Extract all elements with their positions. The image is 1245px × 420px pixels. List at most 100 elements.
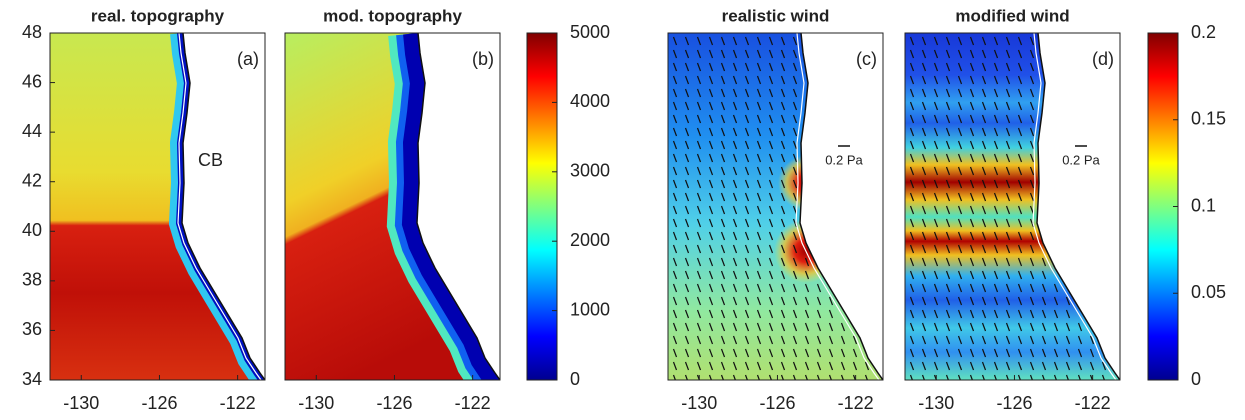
- wind-arrow: [828, 348, 834, 358]
- wind-arrow: [720, 36, 726, 46]
- wind-arrow: [993, 205, 999, 215]
- wind-arrow: [696, 179, 702, 189]
- wind-arrow: [969, 374, 974, 380]
- wind-arrow: [933, 62, 939, 72]
- wind-arrow: [744, 179, 750, 189]
- wind-arrow: [921, 231, 927, 241]
- wind-arrow: [804, 270, 810, 280]
- wind-arrow: [993, 296, 999, 306]
- wind-arrow: [780, 205, 786, 215]
- wind-arrow: [945, 361, 951, 371]
- wind-arrow: [684, 153, 690, 163]
- wind-arrow: [852, 374, 857, 380]
- wind-arrow: [744, 218, 750, 228]
- wind-arrow: [708, 62, 714, 72]
- wind-arrow: [945, 36, 951, 46]
- wind-arrow: [981, 49, 987, 59]
- wind-arrow: [720, 88, 726, 98]
- wind-arrow: [957, 335, 963, 345]
- wind-arrow: [732, 296, 738, 306]
- wind-arrow: [921, 166, 927, 176]
- wind-arrow: [780, 192, 786, 202]
- wind-arrow: [945, 101, 951, 111]
- wind-arrow: [720, 127, 726, 137]
- wind-arrow: [684, 374, 689, 380]
- wind-arrow: [756, 88, 762, 98]
- wind-arrow: [684, 322, 690, 332]
- wind-arrow: [756, 166, 762, 176]
- wind-arrow: [1041, 322, 1047, 332]
- wind-arrow: [1077, 335, 1083, 345]
- wind-arrow: [1017, 374, 1022, 380]
- wind-arrow: [744, 374, 749, 380]
- colorbar: 0 1000 2000 3000 4000 5000: [526, 22, 610, 389]
- map-field: [50, 33, 265, 380]
- wind-arrow: [921, 296, 927, 306]
- wind-arrow: [732, 127, 738, 137]
- wind-arrow: [684, 127, 690, 137]
- wind-arrow: [816, 283, 822, 293]
- wind-arrow: [864, 374, 869, 380]
- wind-arrow: [933, 296, 939, 306]
- wind-arrow: [768, 75, 774, 85]
- wind-arrow: [756, 231, 762, 241]
- wind-arrow: [969, 101, 975, 111]
- wind-arrow: [780, 218, 786, 228]
- wind-arrow: [696, 335, 702, 345]
- wind-arrow: [1017, 62, 1023, 72]
- y-tick-label: 38: [22, 270, 42, 290]
- wind-arrow: [945, 231, 951, 241]
- wind-arrow: [1029, 244, 1035, 254]
- wind-arrow: [1017, 114, 1023, 124]
- y-tick-label: 44: [22, 121, 42, 141]
- wind-arrow: [708, 361, 714, 371]
- wind-arrow: [768, 335, 774, 345]
- wind-arrow: [780, 296, 786, 306]
- wind-arrow: [708, 153, 714, 163]
- wind-arrow: [945, 49, 951, 59]
- wind-arrow: [1029, 153, 1035, 163]
- wind-arrow: [1005, 140, 1011, 150]
- wind-arrow: [792, 88, 798, 98]
- wind-arrow: [696, 192, 702, 202]
- wind-arrow: [732, 348, 738, 358]
- wind-arrow: [969, 75, 975, 85]
- wind-arrow: [756, 322, 762, 332]
- wind-arrow: [957, 296, 963, 306]
- wind-arrow: [684, 296, 690, 306]
- wind-arrow: [921, 75, 927, 85]
- wind-arrow: [1017, 192, 1023, 202]
- wind-arrow: [816, 309, 822, 319]
- wind-arrow: [804, 335, 810, 345]
- wind-arrow: [696, 62, 702, 72]
- wind-arrow: [816, 322, 822, 332]
- wind-arrow: [1005, 283, 1011, 293]
- wind-arrow: [672, 322, 678, 332]
- wind-arrow: [921, 309, 927, 319]
- wind-arrow: [792, 36, 798, 46]
- wind-arrow: [969, 296, 975, 306]
- wind-arrow: [732, 205, 738, 215]
- wind-arrow: [744, 140, 750, 150]
- wind-arrow: [792, 166, 798, 176]
- wind-arrow: [696, 153, 702, 163]
- wind-arrow: [744, 231, 750, 241]
- wind-arrow: [1005, 309, 1011, 319]
- wind-arrow: [1029, 218, 1035, 228]
- colorbar-tick-label: 2000: [570, 230, 610, 250]
- wind-arrow: [981, 88, 987, 98]
- wind-arrow: [1017, 244, 1023, 254]
- wind-arrow: [768, 244, 774, 254]
- wind-arrow: [1029, 36, 1035, 46]
- wind-arrow: [708, 88, 714, 98]
- wind-arrow: [720, 179, 726, 189]
- wind-arrow: [852, 361, 858, 371]
- wind-arrow: [672, 49, 678, 59]
- wind-arrow: [969, 127, 975, 137]
- wind-arrow: [684, 205, 690, 215]
- wind-arrow: [909, 322, 915, 332]
- wind-arrow: [672, 283, 678, 293]
- wind-arrow: [708, 244, 714, 254]
- wind-arrow: [1017, 179, 1023, 189]
- wind-arrow: [804, 374, 809, 380]
